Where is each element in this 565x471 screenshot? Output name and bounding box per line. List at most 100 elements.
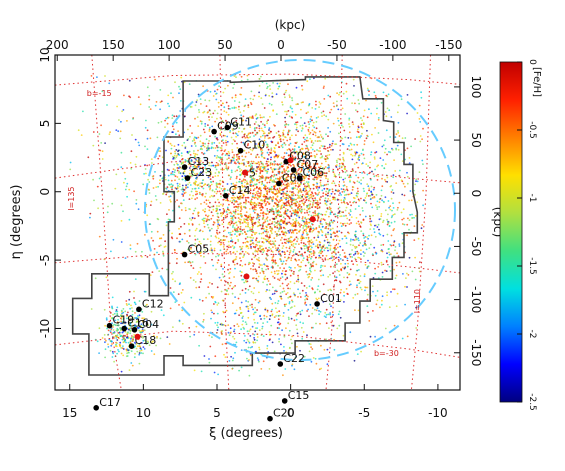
- colorbar-tick-label: -2.5: [527, 393, 537, 411]
- object-marker: [223, 193, 229, 199]
- x-tick-label: -10: [428, 406, 448, 420]
- object-marker: [267, 415, 273, 422]
- dwarf-marker: [243, 273, 250, 280]
- grid-line: [55, 73, 460, 86]
- right-tick-label: 0: [469, 189, 483, 197]
- object-label: C05: [188, 243, 210, 256]
- top-tick-label: 100: [158, 38, 181, 52]
- object-markers: C01C03C04C05C06C07C08C09C10C11C12C13C14C…: [93, 116, 342, 422]
- dwarf-marker: [309, 216, 316, 223]
- grid-annotation: b=-30: [374, 349, 399, 358]
- object-marker: [281, 398, 288, 404]
- x-tick-label: 15: [62, 406, 77, 420]
- grid-line: [55, 252, 460, 274]
- y-tick-label: -5: [38, 254, 52, 266]
- object-marker: [128, 343, 135, 350]
- grid-line: [410, 55, 431, 390]
- dwarf-marker: [242, 169, 248, 176]
- object-label: C10: [244, 139, 266, 152]
- object-label: C15: [288, 389, 310, 402]
- galactic-grid: [55, 55, 460, 390]
- object-label: C13: [188, 155, 210, 168]
- dwarf-marker: [134, 333, 141, 340]
- grid-annotations: b=-15 l=135 l=110 b=-30: [67, 89, 422, 358]
- grid-annotation: l=110: [413, 289, 422, 313]
- top-axis-label: (kpc): [275, 18, 306, 32]
- grid-line: [91, 55, 122, 390]
- object-label: C01: [320, 292, 342, 305]
- top-tick-label: -150: [435, 38, 462, 52]
- colorbar-tick-label: -0.5: [527, 121, 537, 139]
- object-marker: [290, 167, 297, 173]
- top-tick-label: 50: [217, 38, 232, 52]
- object-label: C20: [273, 407, 295, 420]
- top-tick-label: 150: [102, 38, 125, 52]
- colorbar: [Fe/H] 0 -0.5 -1 -1.5 -2 -2.5: [499, 59, 542, 411]
- object-label: C16: [127, 317, 149, 330]
- object-marker: [184, 175, 191, 181]
- colorbar-tick-label: 0: [527, 59, 537, 65]
- dwarf-label: 5: [249, 167, 256, 180]
- object-marker: [131, 327, 138, 333]
- object-marker: [121, 325, 127, 332]
- dwarf-marker: [287, 157, 294, 164]
- grid-line: [325, 55, 343, 390]
- object-marker: [136, 306, 142, 313]
- top-tick-label: -100: [379, 38, 406, 52]
- object-label: C23: [191, 166, 213, 179]
- colorbar-label: [Fe/H]: [531, 67, 542, 97]
- object-label: C14: [229, 184, 251, 197]
- colorbar-tick-label: -1.5: [527, 257, 537, 275]
- halo-boundary-ellipse: [144, 59, 456, 361]
- object-marker: [106, 322, 113, 329]
- colorbar-fill: [499, 61, 523, 403]
- top-tick-label: 0: [277, 38, 285, 52]
- object-marker: [93, 405, 99, 411]
- x-tick-label: 5: [213, 406, 221, 420]
- object-label: C12: [142, 297, 164, 310]
- x-tick-label: -5: [358, 406, 370, 420]
- grid-annotation: l=135: [67, 186, 76, 210]
- y-tick-label: 5: [38, 120, 52, 128]
- y-tick-label: -10: [38, 319, 52, 339]
- object-marker: [277, 361, 284, 367]
- object-marker: [181, 251, 188, 258]
- x-tick-label: 0: [287, 406, 295, 420]
- object-label: C08: [289, 150, 311, 163]
- object-label: C04: [138, 318, 160, 331]
- y-axis-label: η (degrees): [9, 185, 24, 260]
- object-marker: [211, 128, 217, 135]
- grid-annotation: b=-15: [87, 89, 112, 98]
- colorbar-tick-label: -2: [527, 330, 537, 339]
- object-marker: [296, 175, 303, 181]
- object-label: C17: [99, 396, 121, 409]
- object-marker: [276, 180, 282, 187]
- footprint-outline: [71, 76, 419, 376]
- object-label: C22: [283, 352, 305, 365]
- object-label: C07: [297, 158, 319, 171]
- star-density-cloud: [69, 74, 424, 377]
- colorbar-tick-label: -1: [527, 194, 537, 203]
- right-tick-label: -150: [469, 339, 483, 366]
- right-tick-label: -50: [469, 237, 483, 257]
- x-axis-label: ξ (degrees): [209, 426, 283, 441]
- object-marker: [224, 124, 231, 131]
- axes: [54, 54, 461, 391]
- y-tick-label: 10: [38, 47, 52, 62]
- object-label: C06: [303, 166, 325, 179]
- y-tick-label: 0: [38, 188, 52, 196]
- object-label: C03: [282, 172, 304, 185]
- object-marker: [314, 301, 320, 307]
- right-tick-label: 50: [469, 132, 483, 147]
- object-label: C19: [113, 314, 135, 327]
- object-label: C11: [230, 116, 252, 129]
- survey-footprint: [71, 76, 419, 376]
- top-tick-label: -50: [327, 38, 347, 52]
- right-tick-label: 100: [469, 75, 483, 98]
- x-tick-label: 10: [136, 406, 151, 420]
- object-marker: [181, 164, 188, 170]
- right-tick-label: -100: [469, 286, 483, 313]
- object-marker: [237, 147, 244, 154]
